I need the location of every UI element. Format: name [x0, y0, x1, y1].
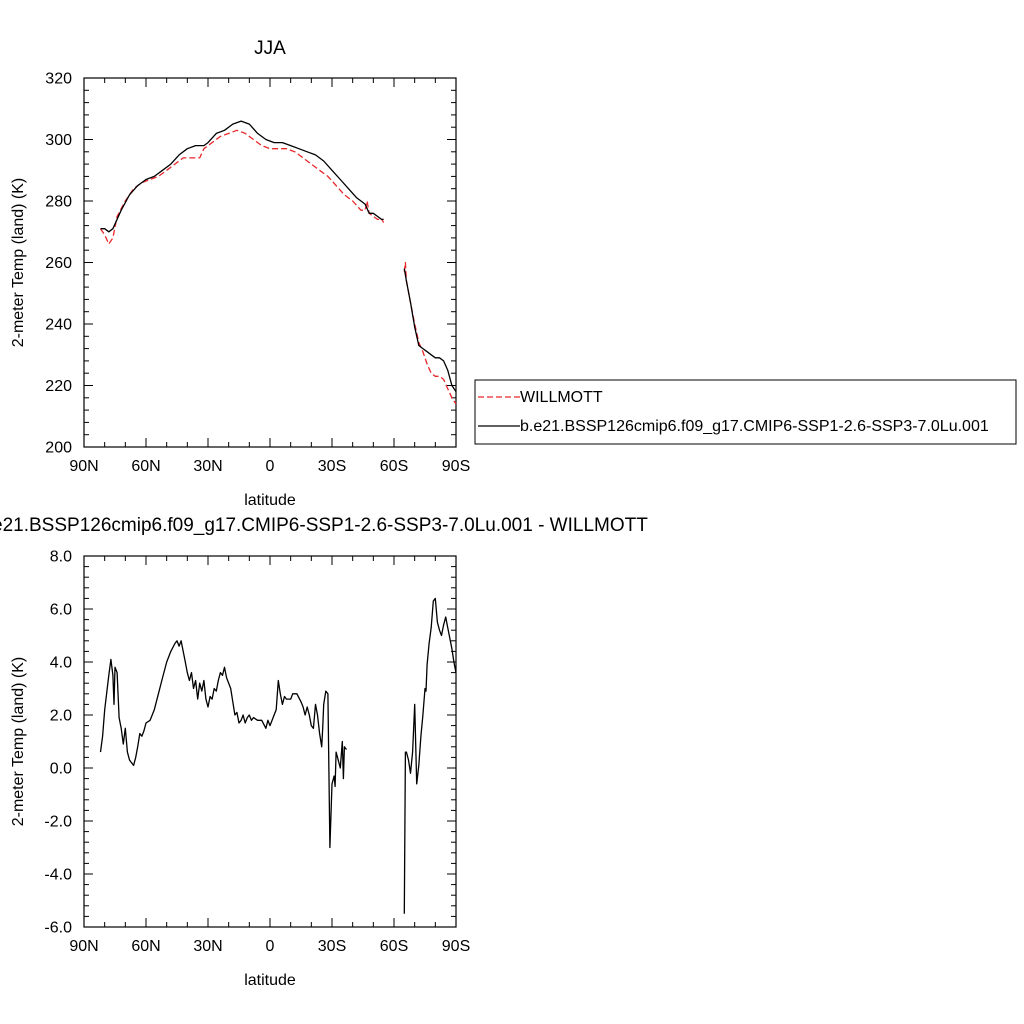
legend-box [474, 379, 1017, 445]
bottom-y-tick-label: 8.0 [50, 549, 72, 566]
legend: WILLMOTT b.e21.BSSP126cmip6.f09_g17.CMIP6… [474, 379, 1017, 445]
bottom-x-tick-label: 60S [380, 938, 408, 955]
bottom-chart-title: b.e21.BSSP126cmip6.f09_g17.CMIP6-SSP1-2.… [0, 515, 648, 536]
top-y-tick-label: 300 [45, 132, 72, 149]
bottom-series-0-line [403, 597, 457, 914]
top-y-tick-label: 260 [45, 255, 72, 272]
top-x-tick-label: 0 [266, 458, 275, 475]
top-plot-frame [83, 77, 457, 448]
bottom-y-tick-label: 6.0 [50, 602, 72, 619]
bottom-y-tick-label: -2.0 [44, 814, 72, 831]
top-x-tick-label: 90N [69, 458, 98, 475]
top-series-1-line [100, 120, 384, 233]
top-y-tick-label: 240 [45, 317, 72, 334]
bottom-chart-panel: 90N 60N 30N 0 30S 60S 90S -6.0 -4.0 -2.0 0.0 2.0 4.0… [0, 515, 648, 989]
top-y-tick-label: 320 [45, 71, 72, 88]
top-x-axis-label: latitude [244, 492, 296, 509]
bottom-y-tick-label: -6.0 [44, 920, 72, 937]
top-x-tick-label: 60N [131, 458, 160, 475]
bottom-y-tick-label: 2.0 [50, 708, 72, 725]
top-y-tick-label: 280 [45, 194, 72, 211]
bottom-x-tick-label: 0 [266, 938, 275, 955]
top-series-0-line [99, 129, 385, 245]
bottom-x-tick-label: 90N [69, 938, 98, 955]
top-series-1-line [403, 268, 457, 392]
bottom-plot-frame [83, 555, 457, 928]
top-y-tick-label: 220 [45, 378, 72, 395]
bottom-x-axis-label: latitude [244, 972, 296, 989]
bottom-x-tick-label: 60N [131, 938, 160, 955]
legend-label-0: WILLMOTT [520, 389, 603, 406]
top-chart-panel: 90N 60N 30N 0 30S 60S 90S 200 220 240 260 280 300 320… [10, 38, 470, 509]
top-x-tick-label: 30N [193, 458, 222, 475]
legend-label-1: b.e21.BSSP126cmip6.f09_g17.CMIP6-SSP1-2.… [520, 418, 989, 435]
top-x-tick-label: 60S [380, 458, 408, 475]
bottom-x-tick-label: 30N [193, 938, 222, 955]
bottom-x-tick-label: 90S [442, 938, 470, 955]
bottom-y-tick-label: -4.0 [44, 867, 72, 884]
top-x-tick-label: 30S [318, 458, 346, 475]
top-y-axis-label: 2-meter Temp (land) (K) [10, 178, 27, 348]
bottom-x-tick-label: 30S [318, 938, 346, 955]
top-series-0-line [403, 261, 457, 405]
top-x-tick-label: 90S [442, 458, 470, 475]
top-y-tick-label: 200 [45, 440, 72, 457]
top-chart-title: JJA [254, 38, 286, 59]
bottom-series-0-line [99, 640, 348, 849]
bottom-y-tick-label: 0.0 [50, 761, 72, 778]
bottom-y-axis-label: 2-meter Temp (land) (K) [10, 657, 27, 827]
bottom-y-tick-label: 4.0 [50, 655, 72, 672]
